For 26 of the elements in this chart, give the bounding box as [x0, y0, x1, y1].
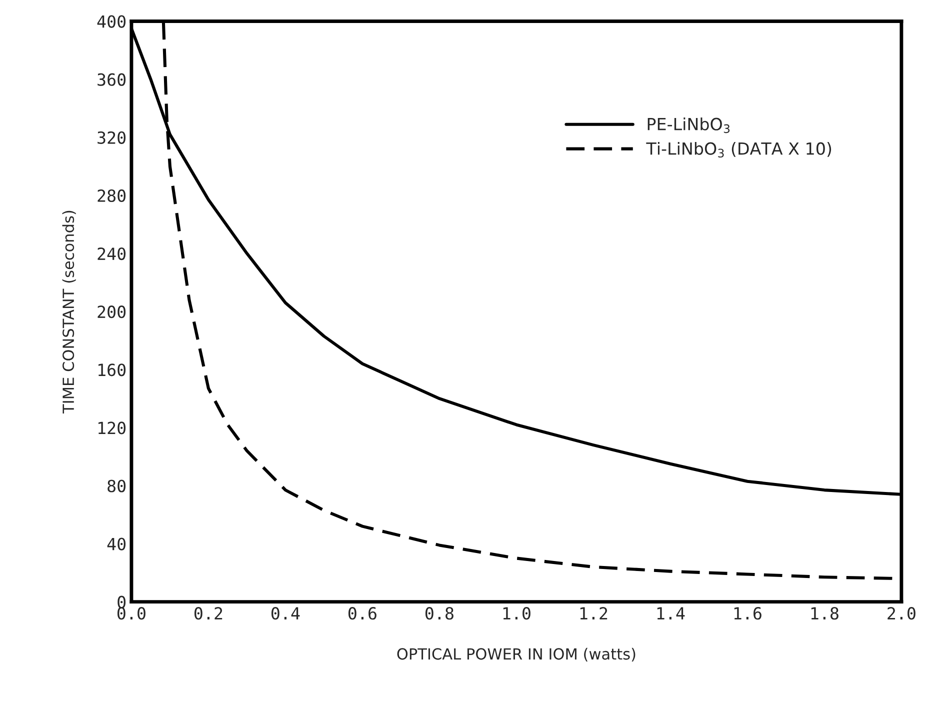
y-tick-label: 40 [107, 538, 126, 550]
x-tick-label: 1.2 [580, 607, 608, 620]
y-tick-label: 360 [98, 73, 126, 86]
y-tick-label: 120 [98, 422, 126, 434]
x-tick-label: 1.8 [811, 607, 838, 620]
y-tick-label: 280 [98, 189, 126, 202]
x-tick-label: 0.6 [348, 607, 376, 620]
y-tick-label: 320 [98, 131, 126, 144]
y-tick-label: 0 [118, 596, 126, 608]
legend-label: Ti-LiNbO$_{3}$ (DATA X 10) [646, 142, 832, 158]
x-tick-label: 0.4 [271, 607, 300, 620]
x-tick-label: 0.2 [194, 607, 222, 620]
x-tick-label: 1.0 [503, 607, 530, 620]
y-tick-label: 400 [97, 15, 126, 28]
legend-label: PE-LiNbO$_{3}$ [648, 118, 730, 134]
x-tick-label: 1.6 [734, 607, 762, 620]
y-axis-title: TIME CONSTANT (seconds) [62, 210, 76, 414]
x-tick-label: 0.0 [117, 607, 146, 620]
x-tick-label: 0.8 [425, 607, 454, 620]
x-axis-title: OPTICAL POWER IN IOM (watts) [397, 648, 636, 662]
x-tick-label: 2.0 [888, 607, 916, 620]
y-tick-label: 80 [108, 480, 126, 492]
y-tick-label: 240 [98, 247, 126, 260]
y-tick-label: 160 [98, 364, 126, 376]
y-tick-label: 200 [98, 306, 126, 318]
x-tick-label: 1.4 [657, 607, 685, 620]
